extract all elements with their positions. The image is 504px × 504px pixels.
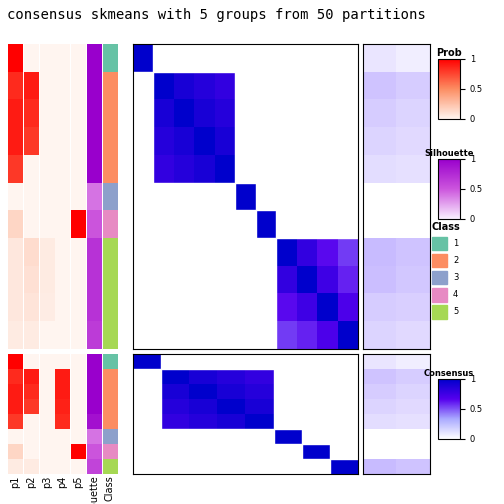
Text: 3: 3 (453, 273, 458, 282)
FancyBboxPatch shape (432, 288, 448, 301)
Title: Consensus: Consensus (424, 369, 474, 378)
Text: 1: 1 (453, 239, 458, 248)
FancyBboxPatch shape (432, 305, 448, 319)
FancyBboxPatch shape (432, 254, 448, 267)
X-axis label: p5: p5 (74, 475, 83, 488)
Title: Silhouette: Silhouette (424, 149, 474, 158)
Text: Class: Class (432, 222, 461, 232)
Text: 5: 5 (453, 307, 458, 317)
Text: consensus skmeans with 5 groups from 50 partitions: consensus skmeans with 5 groups from 50 … (8, 8, 426, 22)
X-axis label: p4: p4 (57, 475, 68, 488)
FancyBboxPatch shape (432, 237, 448, 250)
X-axis label: Class: Class (105, 475, 115, 501)
X-axis label: p2: p2 (26, 475, 36, 488)
X-axis label: p1: p1 (10, 475, 20, 488)
X-axis label: Silhouette: Silhouette (89, 475, 99, 504)
Title: Prob: Prob (436, 48, 462, 58)
X-axis label: p3: p3 (42, 475, 52, 488)
Text: 2: 2 (453, 256, 458, 265)
FancyBboxPatch shape (432, 271, 448, 284)
Text: 4: 4 (453, 290, 458, 299)
